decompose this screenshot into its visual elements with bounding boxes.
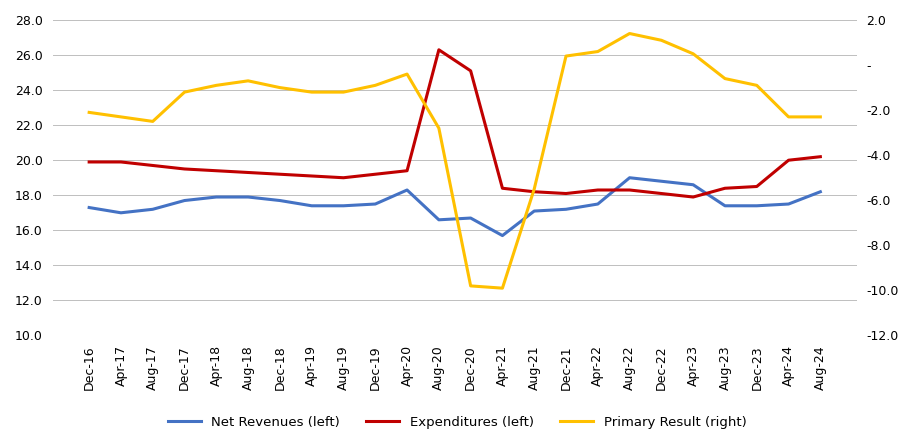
Primary Result (right) (656, 38, 667, 43)
Net Revenues (left) (84, 205, 95, 210)
Primary Result (right) (211, 83, 222, 88)
Expenditures (left) (84, 159, 95, 165)
Net Revenues (left) (179, 198, 190, 203)
Primary Result (right) (528, 186, 539, 192)
Net Revenues (left) (465, 215, 476, 221)
Net Revenues (left) (528, 208, 539, 214)
Expenditures (left) (719, 186, 730, 191)
Net Revenues (left) (497, 233, 508, 238)
Net Revenues (left) (306, 203, 317, 208)
Expenditures (left) (783, 158, 794, 163)
Expenditures (left) (274, 172, 285, 177)
Legend: Net Revenues (left), Expenditures (left), Primary Result (right): Net Revenues (left), Expenditures (left)… (163, 410, 751, 434)
Primary Result (right) (306, 89, 317, 95)
Expenditures (left) (592, 187, 603, 193)
Primary Result (right) (84, 110, 95, 115)
Primary Result (right) (274, 85, 285, 90)
Expenditures (left) (211, 168, 222, 174)
Expenditures (left) (497, 186, 508, 191)
Line: Expenditures (left): Expenditures (left) (90, 50, 821, 197)
Primary Result (right) (242, 78, 253, 84)
Expenditures (left) (338, 175, 349, 180)
Net Revenues (left) (242, 194, 253, 200)
Net Revenues (left) (401, 187, 412, 193)
Net Revenues (left) (560, 206, 571, 212)
Net Revenues (left) (274, 198, 285, 203)
Primary Result (right) (815, 114, 826, 120)
Expenditures (left) (528, 189, 539, 194)
Expenditures (left) (465, 68, 476, 73)
Expenditures (left) (179, 166, 190, 172)
Primary Result (right) (592, 49, 603, 54)
Primary Result (right) (465, 283, 476, 288)
Primary Result (right) (179, 89, 190, 95)
Net Revenues (left) (370, 201, 381, 206)
Net Revenues (left) (592, 201, 603, 206)
Net Revenues (left) (624, 175, 635, 180)
Expenditures (left) (433, 47, 444, 53)
Net Revenues (left) (656, 178, 667, 184)
Primary Result (right) (497, 286, 508, 291)
Expenditures (left) (656, 191, 667, 196)
Primary Result (right) (433, 125, 444, 131)
Primary Result (right) (783, 114, 794, 120)
Primary Result (right) (147, 119, 158, 124)
Primary Result (right) (401, 71, 412, 77)
Primary Result (right) (719, 76, 730, 81)
Expenditures (left) (370, 172, 381, 177)
Net Revenues (left) (815, 189, 826, 194)
Expenditures (left) (147, 163, 158, 168)
Net Revenues (left) (783, 201, 794, 206)
Primary Result (right) (370, 83, 381, 88)
Expenditures (left) (815, 154, 826, 159)
Line: Net Revenues (left): Net Revenues (left) (90, 178, 821, 235)
Net Revenues (left) (147, 206, 158, 212)
Expenditures (left) (401, 168, 412, 174)
Net Revenues (left) (719, 203, 730, 208)
Net Revenues (left) (433, 217, 444, 222)
Expenditures (left) (560, 191, 571, 196)
Expenditures (left) (687, 194, 698, 200)
Net Revenues (left) (338, 203, 349, 208)
Primary Result (right) (560, 53, 571, 59)
Expenditures (left) (242, 170, 253, 175)
Expenditures (left) (751, 184, 762, 189)
Primary Result (right) (115, 114, 126, 120)
Primary Result (right) (751, 83, 762, 88)
Net Revenues (left) (115, 210, 126, 215)
Expenditures (left) (624, 187, 635, 193)
Expenditures (left) (115, 159, 126, 165)
Net Revenues (left) (687, 182, 698, 187)
Expenditures (left) (306, 173, 317, 178)
Primary Result (right) (338, 89, 349, 95)
Line: Primary Result (right): Primary Result (right) (90, 33, 821, 288)
Primary Result (right) (687, 51, 698, 57)
Net Revenues (left) (751, 203, 762, 208)
Net Revenues (left) (211, 194, 222, 200)
Primary Result (right) (624, 31, 635, 36)
